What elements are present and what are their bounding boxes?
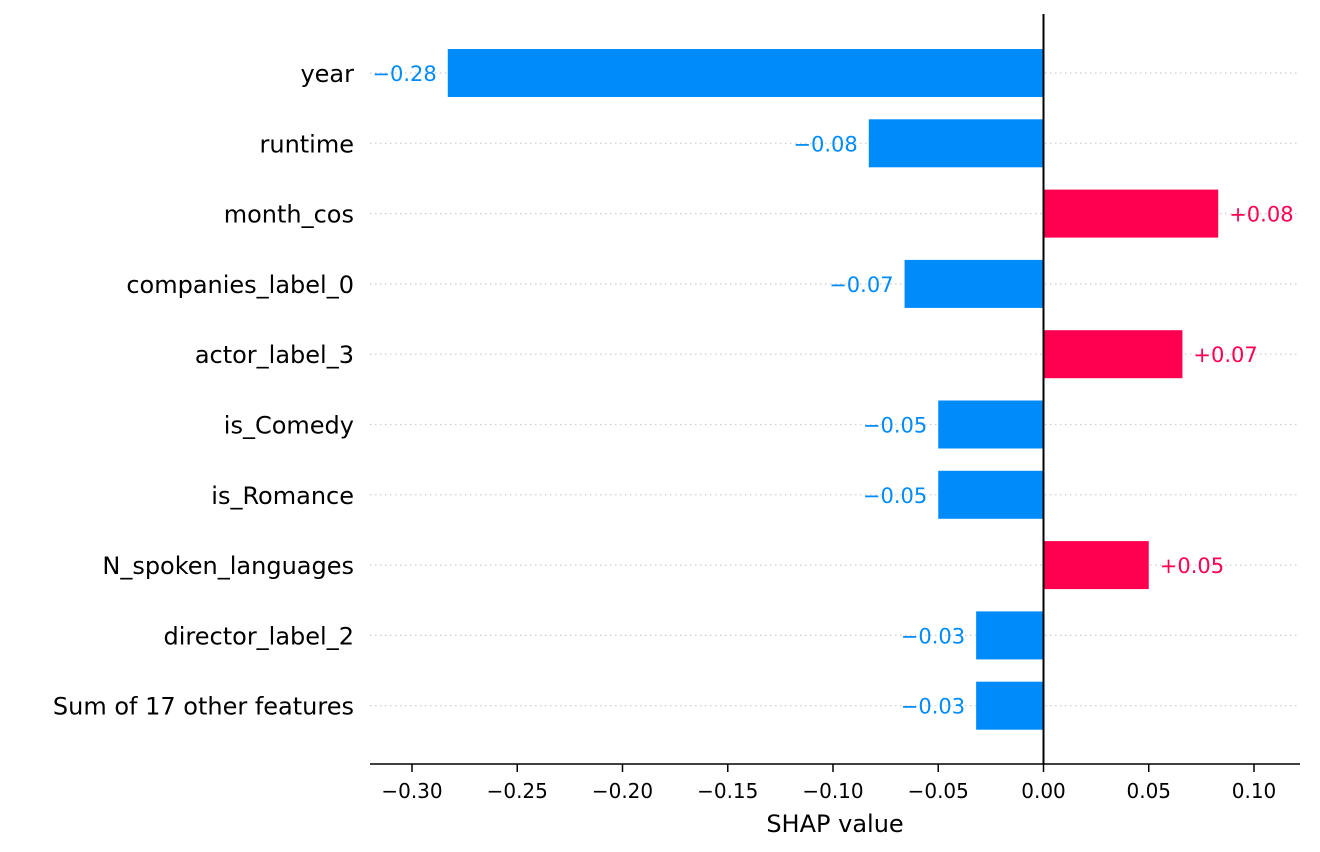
feature-labels: year runtime month_cos companies_label_0act… bbox=[53, 60, 354, 721]
feature-label: is_Comedy bbox=[224, 412, 354, 440]
x-tick-label: −0.05 bbox=[908, 779, 969, 803]
x-tick-label: 0.00 bbox=[1021, 779, 1066, 803]
bar-sum-of-17-other-features bbox=[976, 681, 1044, 730]
bar-actor-label-3 bbox=[1043, 330, 1183, 379]
x-tick-label: −0.25 bbox=[487, 779, 548, 803]
value-label: +0.08 bbox=[1229, 203, 1293, 227]
value-label: −0.05 bbox=[863, 414, 927, 438]
bar-month-cos bbox=[1043, 189, 1219, 238]
bar-n-spoken-languages bbox=[1043, 541, 1149, 590]
bar-runtime bbox=[868, 119, 1044, 168]
bar-is-romance bbox=[938, 470, 1044, 519]
feature-label: director_label_2 bbox=[164, 622, 354, 650]
feature-label: is_Romance bbox=[211, 482, 354, 510]
x-tick-label: −0.30 bbox=[381, 779, 442, 803]
value-label: +0.05 bbox=[1160, 554, 1224, 578]
x-tick-label: −0.15 bbox=[697, 779, 758, 803]
bar-director-label-2 bbox=[976, 611, 1044, 660]
feature-label: N_spoken_languages bbox=[102, 552, 354, 580]
x-tick-label: −0.10 bbox=[802, 779, 863, 803]
feature-label: month_cos bbox=[224, 201, 354, 229]
x-tick-label: 0.10 bbox=[1232, 779, 1277, 803]
bar-is-comedy bbox=[938, 400, 1044, 449]
value-labels: −0.28 −0.08 +0.08 −0.07 +0.07 −0.05 −0.05 +0.05… bbox=[372, 62, 1293, 719]
value-label: −0.03 bbox=[901, 624, 965, 648]
value-label: −0.07 bbox=[829, 273, 893, 297]
gridlines bbox=[370, 72, 1300, 707]
x-tick-label: −0.20 bbox=[592, 779, 653, 803]
bar-companies-label-0 bbox=[904, 259, 1044, 308]
feature-label: Sum of 17 other features bbox=[53, 693, 354, 721]
value-label: −0.05 bbox=[863, 484, 927, 508]
x-tick-label: 0.05 bbox=[1126, 779, 1171, 803]
value-label: +0.07 bbox=[1193, 343, 1257, 367]
feature-label: companies_label_0 bbox=[126, 271, 354, 299]
value-label: −0.03 bbox=[901, 695, 965, 719]
feature-label: year bbox=[300, 60, 354, 88]
value-label: −0.28 bbox=[372, 62, 436, 86]
feature-label: runtime bbox=[259, 130, 354, 158]
x-axis-title: SHAP value bbox=[766, 810, 903, 838]
bar-year bbox=[447, 49, 1044, 97]
x-axis: −0.30 −0.25 −0.20 −0.15 −0.10 −0.05 0.00 0.05 0.… bbox=[370, 763, 1300, 803]
feature-label: actor_label_3 bbox=[195, 341, 354, 369]
value-label: −0.08 bbox=[793, 132, 857, 156]
bars bbox=[447, 49, 1219, 730]
